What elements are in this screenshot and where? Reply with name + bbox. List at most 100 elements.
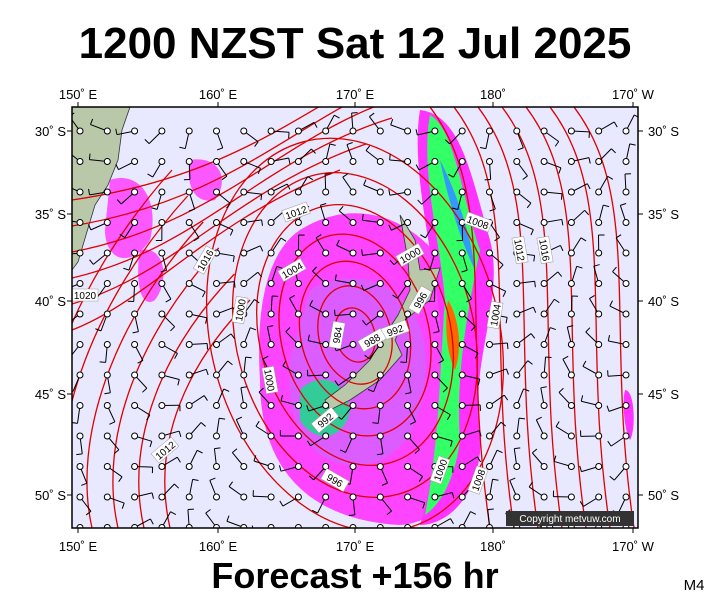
isobar-label: 1020 — [74, 291, 97, 302]
lat-label-left: 35˚ S — [35, 207, 66, 222]
wind-barb — [488, 509, 494, 510]
lon-label-top: 180˚ — [480, 87, 506, 102]
copyright: Copyright metvuw.com — [519, 514, 620, 525]
station — [514, 281, 520, 287]
station — [487, 372, 493, 378]
station — [214, 342, 220, 348]
station — [405, 464, 411, 470]
station — [596, 220, 602, 226]
station — [323, 311, 329, 317]
wind-barb — [214, 448, 220, 449]
station — [514, 494, 520, 500]
station — [295, 189, 301, 195]
station — [377, 311, 383, 317]
station — [323, 403, 329, 409]
station — [104, 311, 110, 317]
station — [104, 372, 110, 378]
station — [350, 464, 356, 470]
station — [596, 464, 602, 470]
station — [432, 372, 438, 378]
station — [214, 220, 220, 226]
station — [77, 464, 83, 470]
station — [214, 128, 220, 134]
station — [132, 433, 138, 439]
wind-barb — [561, 194, 562, 200]
station — [186, 159, 192, 165]
station — [432, 433, 438, 439]
station — [596, 189, 602, 195]
station — [186, 189, 192, 195]
station — [241, 128, 247, 134]
station — [514, 372, 520, 378]
station — [568, 128, 574, 134]
wind-barb — [281, 536, 285, 540]
station — [104, 220, 110, 226]
lat-label-left: 40˚ S — [35, 294, 66, 309]
station — [77, 220, 83, 226]
station — [596, 494, 602, 500]
station — [295, 128, 301, 134]
station — [241, 281, 247, 287]
wind-barb — [64, 355, 69, 359]
station — [487, 494, 493, 500]
station — [350, 220, 356, 226]
wind-barb — [391, 538, 395, 543]
station — [568, 494, 574, 500]
station — [159, 464, 165, 470]
station — [432, 128, 438, 134]
station — [350, 342, 356, 348]
station — [623, 281, 629, 287]
station — [268, 128, 274, 134]
station — [132, 311, 138, 317]
station — [295, 250, 301, 256]
station — [459, 281, 465, 287]
station — [568, 189, 574, 195]
station — [405, 433, 411, 439]
station — [159, 403, 165, 409]
station — [487, 189, 493, 195]
station — [214, 372, 220, 378]
station — [514, 464, 520, 470]
lat-label-right: 40˚ S — [648, 294, 679, 309]
station — [132, 159, 138, 165]
station — [568, 159, 574, 165]
station — [459, 250, 465, 256]
wind-barb — [62, 320, 66, 325]
station — [295, 281, 301, 287]
station — [186, 342, 192, 348]
station — [541, 311, 547, 317]
station — [514, 189, 520, 195]
station — [377, 433, 383, 439]
station — [541, 342, 547, 348]
station — [214, 189, 220, 195]
station — [623, 159, 629, 165]
station — [377, 464, 383, 470]
station — [323, 189, 329, 195]
station — [241, 189, 247, 195]
station — [241, 159, 247, 165]
lon-label-top: 170˚ W — [612, 87, 655, 102]
station — [323, 342, 329, 348]
station — [405, 372, 411, 378]
lon-label-bottom: 170˚ W — [612, 539, 655, 554]
wind-barb — [349, 515, 355, 516]
station — [487, 250, 493, 256]
lon-label-top: 170˚ E — [336, 87, 375, 102]
lat-label-left: 45˚ S — [35, 387, 66, 402]
station — [77, 494, 83, 500]
station — [405, 342, 411, 348]
station — [514, 159, 520, 165]
station — [77, 433, 83, 439]
station — [241, 494, 247, 500]
station — [323, 159, 329, 165]
station — [596, 281, 602, 287]
station — [623, 494, 629, 500]
station — [323, 494, 329, 500]
station — [623, 128, 629, 134]
station — [432, 189, 438, 195]
station — [377, 220, 383, 226]
wind-barb — [586, 528, 598, 541]
station — [568, 250, 574, 256]
station — [323, 250, 329, 256]
